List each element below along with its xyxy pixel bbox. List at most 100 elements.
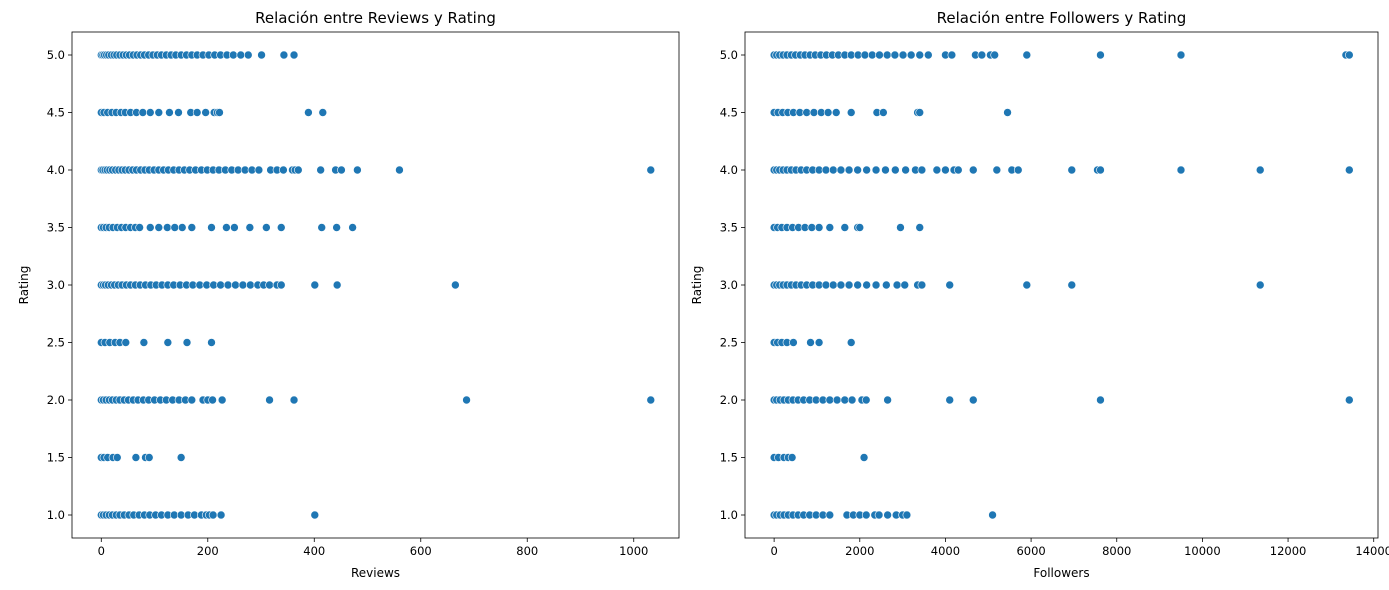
data-point [917,165,927,175]
data-point [840,223,850,232]
data-point [844,165,854,175]
reviews-rating-chart: Relación entre Reviews y Rating 0 200 400 6… [17,9,680,580]
x-tick-label: 0 [98,544,105,558]
y-tick-label: 3.5 [47,221,65,235]
data-point [257,50,266,60]
x-tick-label: 600 [410,544,432,558]
y-axis-label: Rating [690,266,704,305]
data-point [112,453,122,462]
data-point [276,280,286,290]
data-point [947,50,957,60]
data-point [906,50,916,60]
data-point [279,165,288,175]
data-point [915,50,925,60]
x-tick-label: 14000 [1355,544,1389,558]
data-point [174,108,183,117]
x-tick-label: 1000 [619,544,648,558]
data-point [883,510,892,520]
data-point [276,223,286,232]
data-point [131,453,141,462]
data-point [968,395,978,405]
data-point [304,108,313,117]
data-point [915,223,925,232]
x-tick-label: 0 [770,544,777,558]
data-point [828,280,838,290]
data-point [1067,165,1077,175]
data-point [867,50,877,60]
y-tick-label: 5.0 [47,48,65,62]
data-point [853,165,862,175]
chart-title: Relación entre Reviews y Rating [255,9,496,27]
data-point [821,280,831,290]
data-point [1096,395,1105,405]
data-point [1345,165,1354,175]
y-tick-label: 1.0 [47,508,65,522]
data-point [223,280,233,290]
y-tick-label: 2.0 [720,393,738,407]
data-point [121,338,131,347]
data-point [187,395,197,405]
data-point [245,223,255,232]
data-point [337,165,346,175]
y-tick-label: 1.0 [720,508,738,522]
chart-title: Relación entre Followers y Rating [937,9,1187,27]
data-point [855,223,865,232]
data-point [853,280,862,290]
x-tick-label: 12000 [1270,544,1307,558]
data-point [941,165,950,175]
data-point [145,108,155,117]
data-point [871,165,881,175]
y-tick-label: 1.5 [47,451,65,465]
data-point [836,165,846,175]
data-point [265,395,274,405]
data-point [862,280,871,290]
scatter-points [96,50,656,520]
data-point [262,223,271,232]
data-point [451,280,460,290]
data-point [1255,165,1265,175]
data-point [901,165,910,175]
data-point [923,50,933,60]
data-point [915,108,925,117]
data-point [879,108,888,117]
data-point [192,108,202,117]
data-point [1022,50,1032,60]
data-point [883,395,892,405]
y-tick-label: 2.5 [720,336,738,350]
y-tick-label: 4.0 [47,163,65,177]
data-point [1013,165,1023,175]
data-point [222,223,231,232]
data-point [318,108,328,117]
data-point [882,50,892,60]
data-point [890,50,900,60]
data-point [462,395,471,405]
data-point [861,395,871,405]
data-point [932,165,942,175]
data-point [825,510,835,520]
data-point [646,165,656,175]
data-point [163,223,172,232]
x-axis-label: Reviews [351,566,400,580]
data-point [977,50,987,60]
data-point [832,395,842,405]
x-tick-label: 4000 [931,544,960,558]
data-point [217,395,227,405]
data-point [988,510,997,520]
y-tick-label: 4.5 [720,106,738,120]
y-tick-label: 2.5 [47,336,65,350]
data-point [310,510,320,520]
data-point [1345,50,1354,60]
data-point [1255,280,1265,290]
data-point [814,223,824,232]
data-point [238,280,248,290]
data-point [289,395,299,405]
y-tick-label: 3.5 [720,221,738,235]
x-axis-label: Followers [1033,566,1089,580]
y-tick-label: 2.0 [47,393,65,407]
data-point [807,223,817,232]
data-point [176,453,186,462]
data-point [871,280,881,290]
data-point [230,223,239,232]
data-point [216,280,225,290]
